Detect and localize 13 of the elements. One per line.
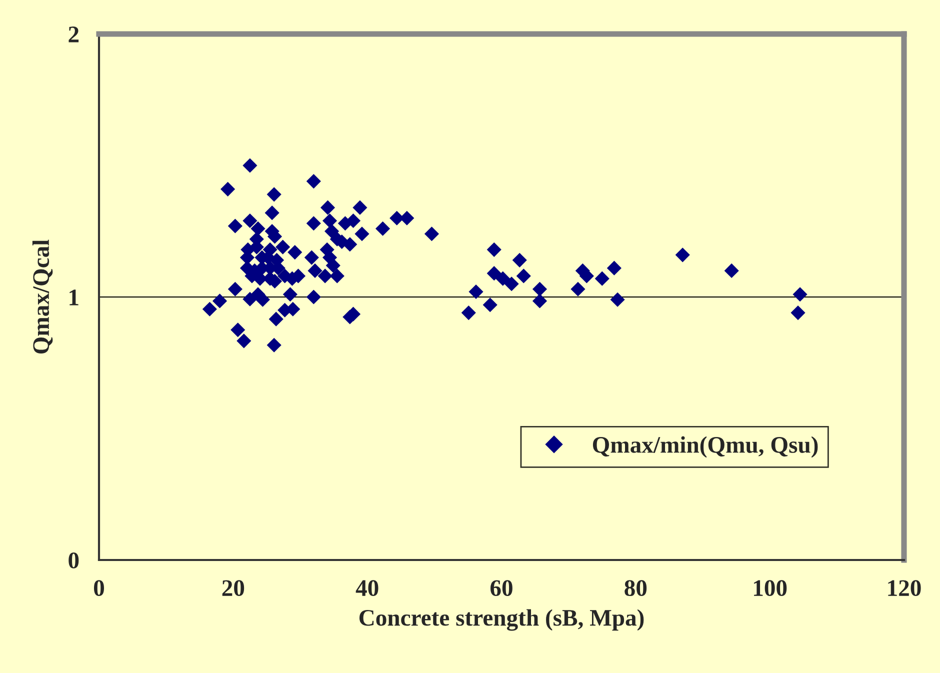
y-tick-label: 0 (68, 552, 79, 568)
x-tick-label: 100 (754, 580, 787, 596)
x-tick-label: 20 (222, 580, 244, 596)
legend-label: Qmax/min(Qmu, Qsu) (592, 436, 818, 458)
y-axis-title: Qmax/Qcal (32, 240, 53, 354)
y-tick-label: 2 (68, 26, 79, 42)
x-tick-label: 0 (94, 580, 104, 596)
x-tick-label: 60 (490, 580, 512, 596)
y-tick-label: 1 (70, 290, 78, 306)
x-tick-label: 80 (624, 580, 647, 596)
x-tick-label: 40 (356, 580, 378, 596)
x-tick-label: 120 (888, 580, 921, 596)
x-axis-title: Concrete strength (sB, Mpa) (359, 609, 644, 631)
